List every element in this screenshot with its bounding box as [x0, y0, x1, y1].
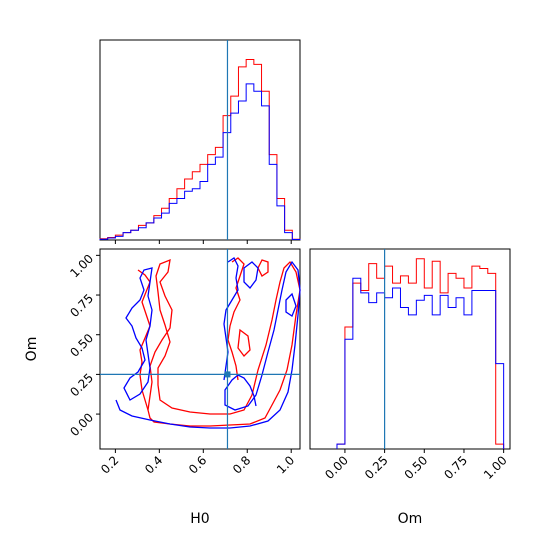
contour-red-0 [147, 258, 301, 427]
contour-red-2 [227, 257, 245, 381]
contour_H0_Om-xticklabel-1: 0.4 [142, 453, 165, 476]
contour_H0_Om-yticklabel-0: 0.00 [67, 410, 96, 439]
contour_H0_Om-xticklabel-0: 0.2 [98, 453, 121, 476]
hist_Om-xticklabel-4: 1.00 [481, 453, 510, 482]
contour_H0_Om-yticklabel-2: 0.50 [67, 331, 96, 360]
contour-panel [100, 249, 301, 449]
hist_Om-xticklabel-3: 0.75 [441, 453, 470, 482]
ylabel-om: Om [24, 337, 40, 362]
hist-h0-panel [99, 40, 301, 241]
hist_Om-xticklabel-2: 0.50 [402, 453, 431, 482]
hist-h0-frame [99, 39, 301, 241]
hist_Om-xticklabel-1: 0.25 [362, 453, 391, 482]
hist-om-series-0 [336, 258, 505, 449]
hist-om-frame [309, 248, 511, 450]
xlabel-h0: H0 [190, 511, 209, 527]
contour_H0_Om-yticklabel-4: 1.00 [67, 252, 96, 281]
contour-blue-4 [285, 292, 297, 317]
contour_H0_Om-yticklabel-1: 0.25 [67, 371, 96, 400]
hist_Om-xticklabel-0: 0.00 [322, 453, 351, 482]
contour-blue-2 [223, 257, 239, 381]
contour_H0_Om-xticklabel-2: 0.6 [186, 453, 209, 476]
xlabel-om: Om [398, 511, 423, 527]
contour-red-3 [257, 259, 269, 277]
contour_H0_Om-yticklabel-3: 0.75 [67, 291, 96, 320]
contour_H0_Om-xticklabel-3: 0.8 [230, 453, 253, 476]
contour_H0_Om-xticklabel-4: 1.0 [274, 453, 297, 476]
hist-om-series-1 [336, 277, 505, 449]
truth-marker [224, 371, 231, 378]
contour-blue-1 [123, 267, 153, 401]
contour-frame [99, 248, 301, 450]
hist-h0-series-1 [99, 83, 301, 241]
contour-blue-3 [243, 261, 259, 289]
contour-red-4 [237, 328, 251, 357]
hist-h0-series-0 [99, 59, 301, 240]
hist-om-panel [336, 249, 505, 449]
